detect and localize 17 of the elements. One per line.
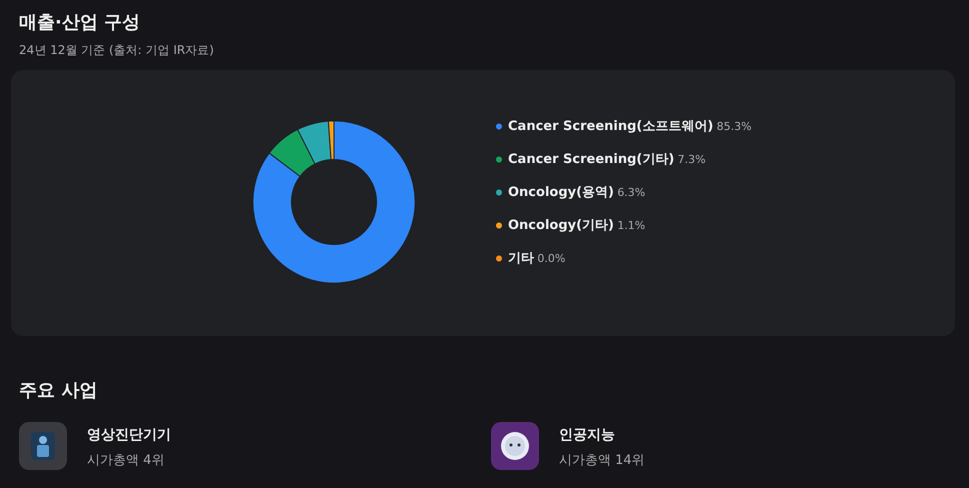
legend-label: Oncology(기타) (508, 218, 614, 233)
data-label: 6.3% (617, 186, 646, 199)
text: 인공지능 (559, 426, 615, 444)
data-label: 85.3% (716, 120, 752, 133)
legend-label: Cancer Screening(기타) (508, 152, 674, 167)
data-label: 7.3% (678, 153, 706, 166)
legend-label: Oncology(용역) (508, 185, 614, 200)
text: 영상진단기기 (87, 426, 171, 444)
text: 24년 12월 기준 (출처: 기업 IR자료) (19, 42, 214, 59)
text: 주요 사업 (19, 379, 98, 402)
text: 시가총액 14위 (559, 452, 645, 469)
text: 0.0% (537, 252, 566, 265)
legend-label: 기타 (508, 251, 534, 266)
legend-label: Cancer Screening(소프트웨어) (508, 119, 714, 134)
text: 시가총액 4위 (87, 452, 164, 469)
data-label: 1.1% (617, 219, 646, 232)
text: 매출·산업 구성 (19, 11, 140, 34)
